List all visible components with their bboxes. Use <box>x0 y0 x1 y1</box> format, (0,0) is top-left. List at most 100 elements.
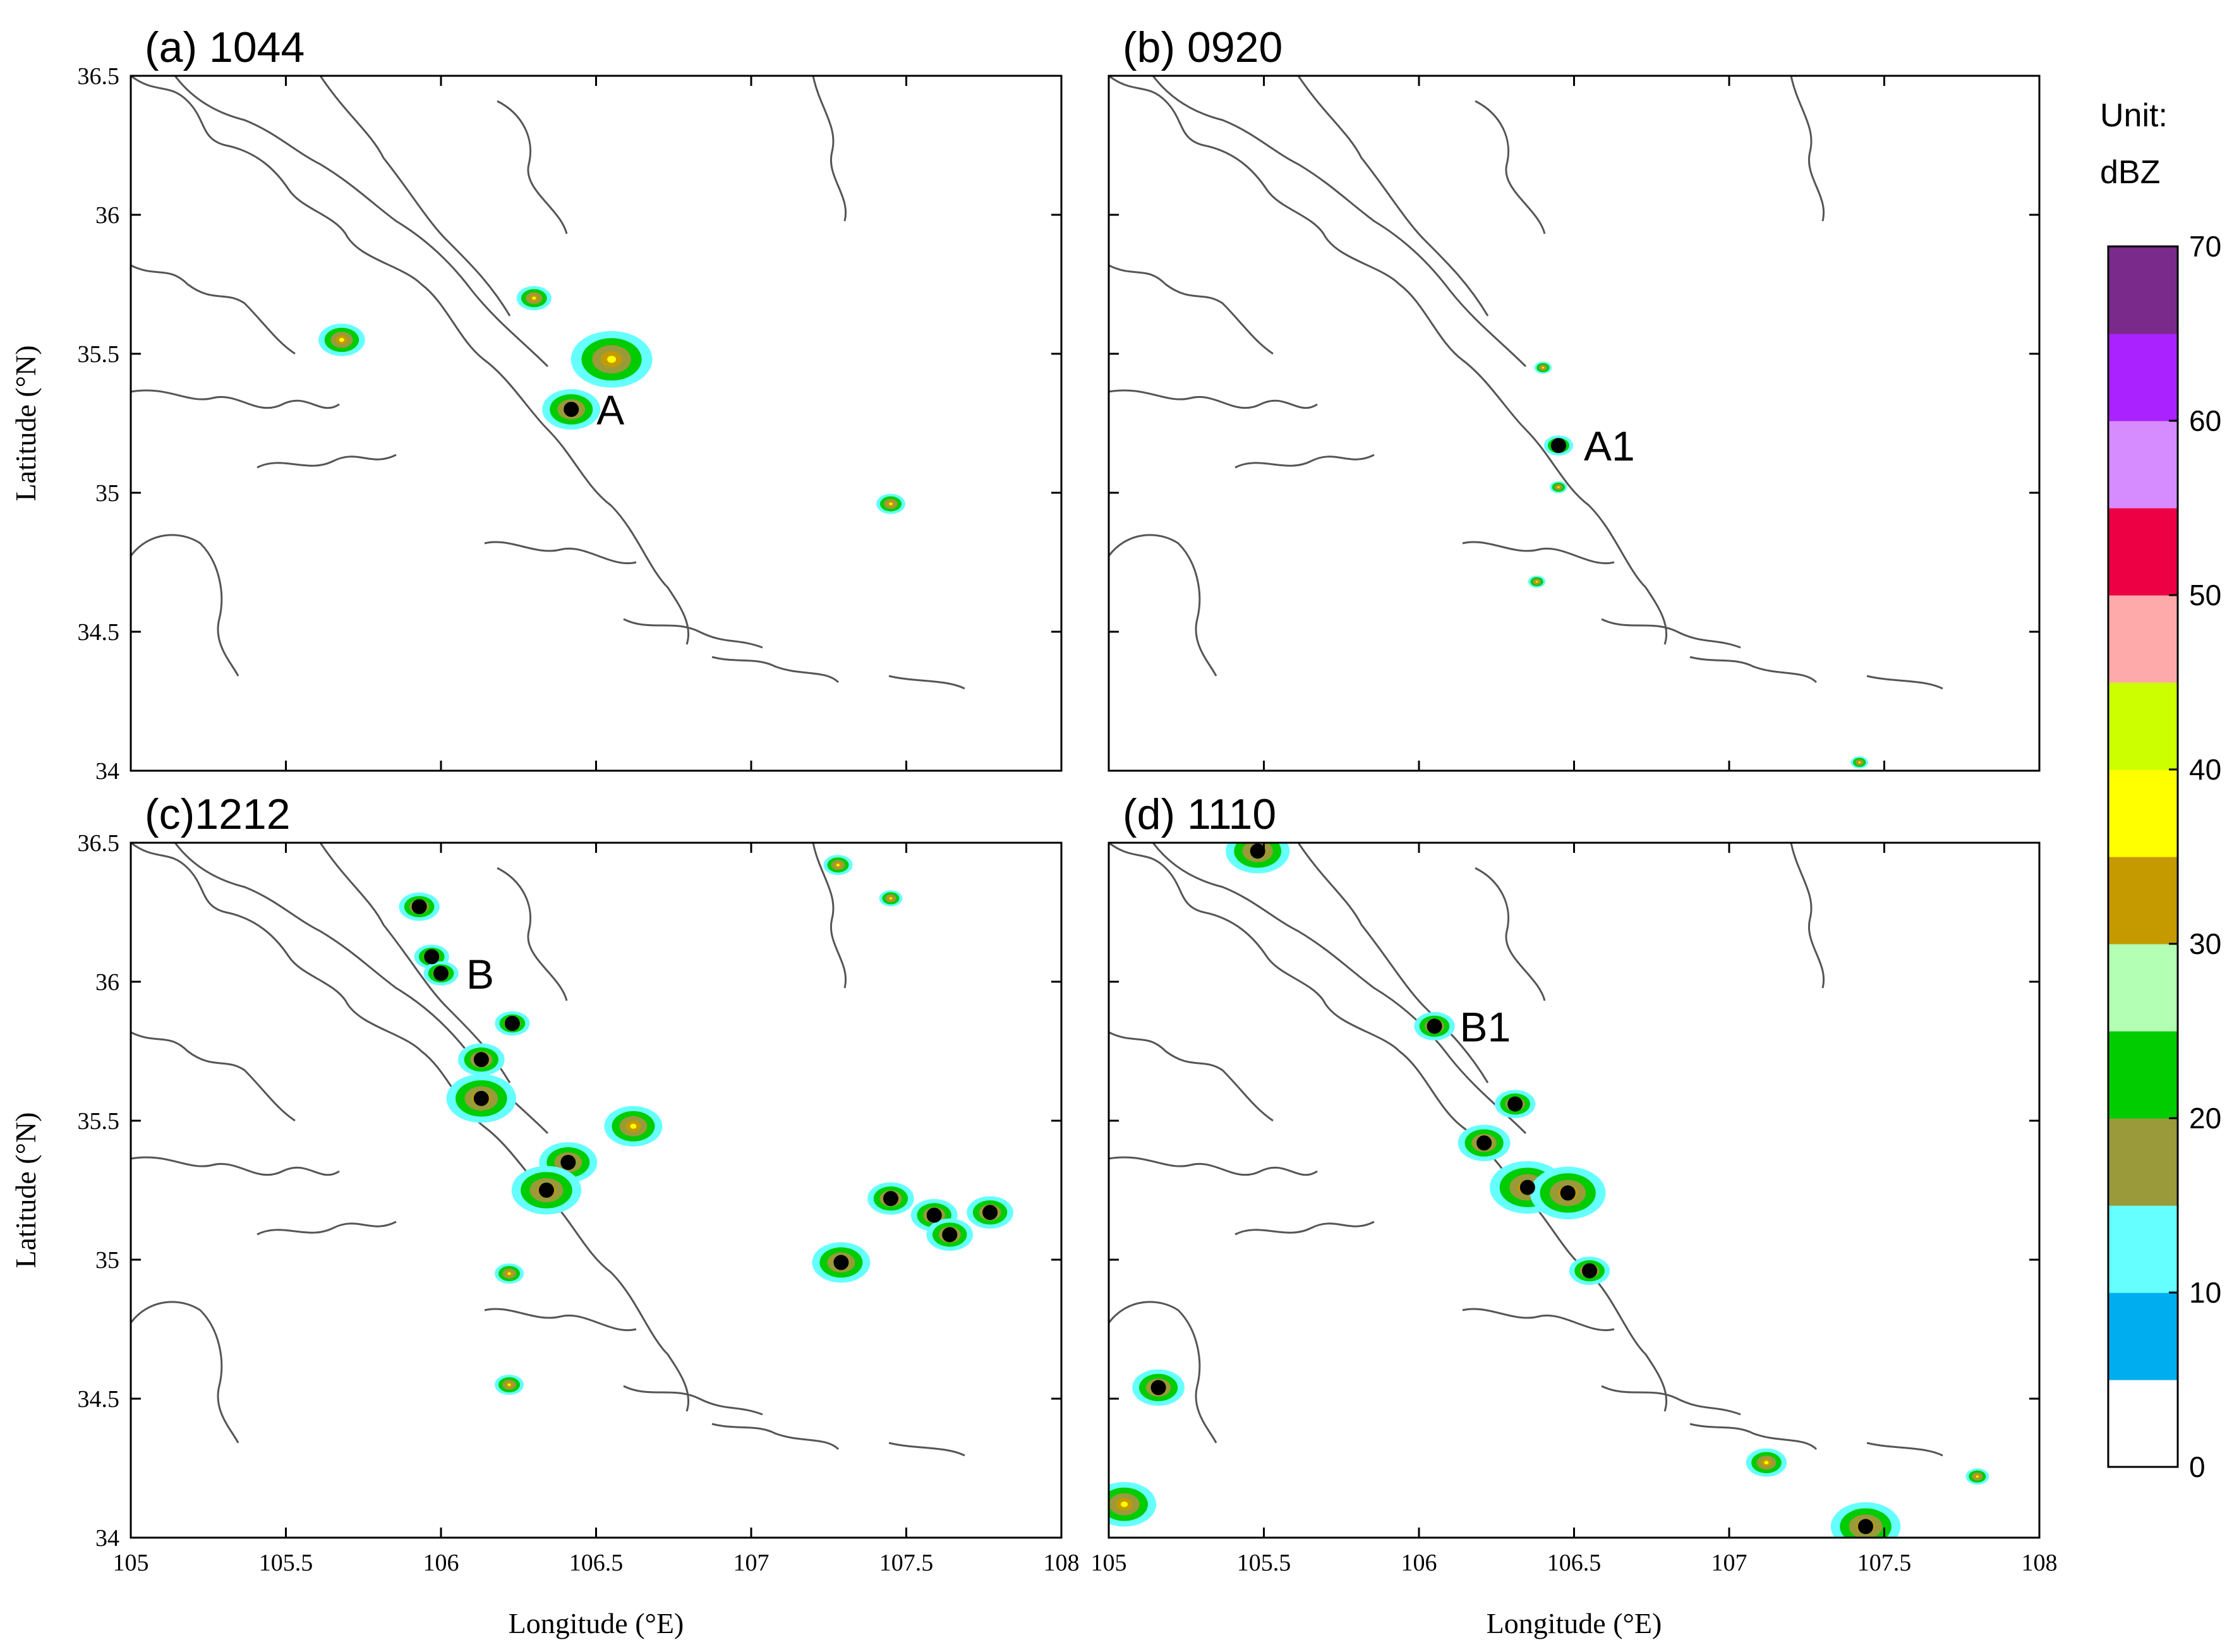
colorbar: 0 10 20 30 40 50 60 70 Unit: dBZ <box>2100 97 2221 1483</box>
terrain-contours <box>1109 76 1944 690</box>
cell-center-dot <box>411 899 427 915</box>
echo-cell <box>1528 576 1546 588</box>
x-tick-label: 106.5 <box>1547 1550 1602 1576</box>
echo-cell <box>876 493 905 514</box>
echo-cell <box>516 286 552 311</box>
x-tick-label: 107.5 <box>1857 1550 1912 1576</box>
cell-center-dot <box>982 1205 998 1221</box>
colorbar-segment <box>2108 944 2178 1032</box>
cell-center-dot <box>1507 1096 1523 1112</box>
colorbar-segment <box>2108 1031 2178 1119</box>
echo-cell <box>1109 1482 1157 1527</box>
terrain-contours <box>1109 843 1944 1457</box>
x-tick-label: 107 <box>733 1550 769 1576</box>
cell-label: A <box>596 387 624 433</box>
x-tick-label: 107 <box>1711 1550 1747 1576</box>
colorbar-segment <box>2108 595 2178 683</box>
cell-label: B1 <box>1460 1003 1511 1050</box>
echo-cell <box>1965 1468 1989 1485</box>
echo-cell <box>495 1375 524 1395</box>
cell-center-dot <box>1250 843 1265 859</box>
x-axis-label: Longitude (°E) <box>509 1607 684 1639</box>
cell-center-dot <box>942 1227 958 1243</box>
cell-center-dot <box>1519 1179 1535 1195</box>
cell-center-dot <box>1427 1018 1442 1034</box>
reflectivity-cells <box>1528 361 1869 769</box>
panel-title: (a) 1044 <box>145 23 305 71</box>
colorbar-segment <box>2108 1380 2178 1468</box>
colorbar-segment <box>2108 1118 2178 1206</box>
colorbar-segment <box>2108 246 2178 334</box>
y-axis-label: Latitude (°N) <box>9 345 42 501</box>
echo-cell <box>1550 481 1567 493</box>
colorbar-segment <box>2108 857 2178 944</box>
axes-frame <box>1107 75 2041 772</box>
x-tick-label: 105.5 <box>259 1550 313 1576</box>
colorbar-tick-label: 20 <box>2189 1102 2221 1135</box>
cell-label: B <box>466 951 494 998</box>
x-tick-label: 107.5 <box>879 1550 934 1576</box>
panel-title: (c)1212 <box>145 790 291 838</box>
colorbar-segment <box>2108 682 2178 770</box>
x-axis-label: Longitude (°E) <box>1487 1607 1662 1639</box>
panel: B1 (d) 1110 105 105.5 106 106.5 107 107.5 108 Lon… <box>1091 790 2058 1639</box>
y-tick-label: 36.5 <box>78 830 120 857</box>
panel-title: (d) 1110 <box>1123 790 1276 838</box>
echo-cell <box>495 1263 524 1284</box>
y-tick-label: 35 <box>95 480 119 507</box>
echo-cell <box>604 1106 663 1147</box>
colorbar-segment <box>2108 1293 2178 1380</box>
y-tick-label: 35.5 <box>78 341 120 368</box>
terrain-contours <box>131 76 966 690</box>
x-tick-label: 105 <box>1091 1550 1127 1576</box>
cell-center-dot <box>1858 1519 1874 1534</box>
colorbar-tick-label: 10 <box>2189 1276 2221 1309</box>
cell-center-dot <box>560 1155 576 1170</box>
cell-center-dot <box>473 1052 489 1068</box>
cell-center-dot <box>504 1016 520 1031</box>
y-tick-label: 36 <box>95 969 119 996</box>
cell-center-dot <box>473 1090 489 1106</box>
colorbar-segment <box>2108 421 2178 509</box>
colorbar-segment <box>2108 334 2178 421</box>
x-tick-label: 105 <box>113 1550 149 1576</box>
panel: A (a) 1044 34 34.5 35 35.5 36 36.5 Latitude (°N) <box>9 23 1063 785</box>
x-tick-label: 106 <box>423 1550 459 1576</box>
colorbar-tick-label: 60 <box>2189 404 2221 437</box>
x-tick-label: 105.5 <box>1237 1550 1291 1576</box>
colorbar-tick-label: 50 <box>2189 579 2221 612</box>
cell-center-dot <box>424 949 440 965</box>
colorbar-tick-label: 70 <box>2189 230 2221 263</box>
colorbar-tick-label: 0 <box>2189 1450 2206 1483</box>
axes-frame <box>130 841 1063 1539</box>
cell-center-dot <box>433 965 449 981</box>
colorbar-tick-label: 30 <box>2189 927 2221 960</box>
cell-center-dot <box>1560 1185 1576 1201</box>
y-axis-label: Latitude (°N) <box>9 1112 42 1268</box>
colorbar-segment <box>2108 508 2178 596</box>
reflectivity-cells <box>399 855 1013 1395</box>
cell-center-dot <box>1582 1263 1598 1279</box>
colorbar-tick-label: 40 <box>2189 753 2221 786</box>
cell-center-dot <box>538 1183 554 1198</box>
x-tick-label: 106 <box>1401 1550 1437 1576</box>
cell-center-dot <box>926 1207 942 1223</box>
y-tick-label: 34.5 <box>78 619 120 646</box>
x-tick-label: 106.5 <box>569 1550 624 1576</box>
reflectivity-cells <box>1109 843 1989 1538</box>
colorbar-unit-label: Unit: <box>2100 97 2168 134</box>
cell-center-dot <box>1476 1135 1492 1151</box>
echo-cell <box>570 331 653 388</box>
y-tick-label: 35 <box>95 1247 119 1274</box>
cell-center-dot <box>883 1191 898 1207</box>
cell-center-dot <box>833 1255 849 1270</box>
cell-center-dot <box>1550 438 1566 454</box>
cell-label: A1 <box>1584 423 1635 469</box>
colorbar-unit: dBZ <box>2100 154 2160 191</box>
echo-cell <box>1746 1448 1787 1477</box>
panel: B (c)1212 105 105.5 106 106.5 107 107.5 108 34 34.… <box>9 790 1080 1639</box>
y-tick-label: 34 <box>95 758 119 785</box>
reflectivity-cells <box>318 286 905 514</box>
y-tick-label: 34.5 <box>78 1386 120 1413</box>
